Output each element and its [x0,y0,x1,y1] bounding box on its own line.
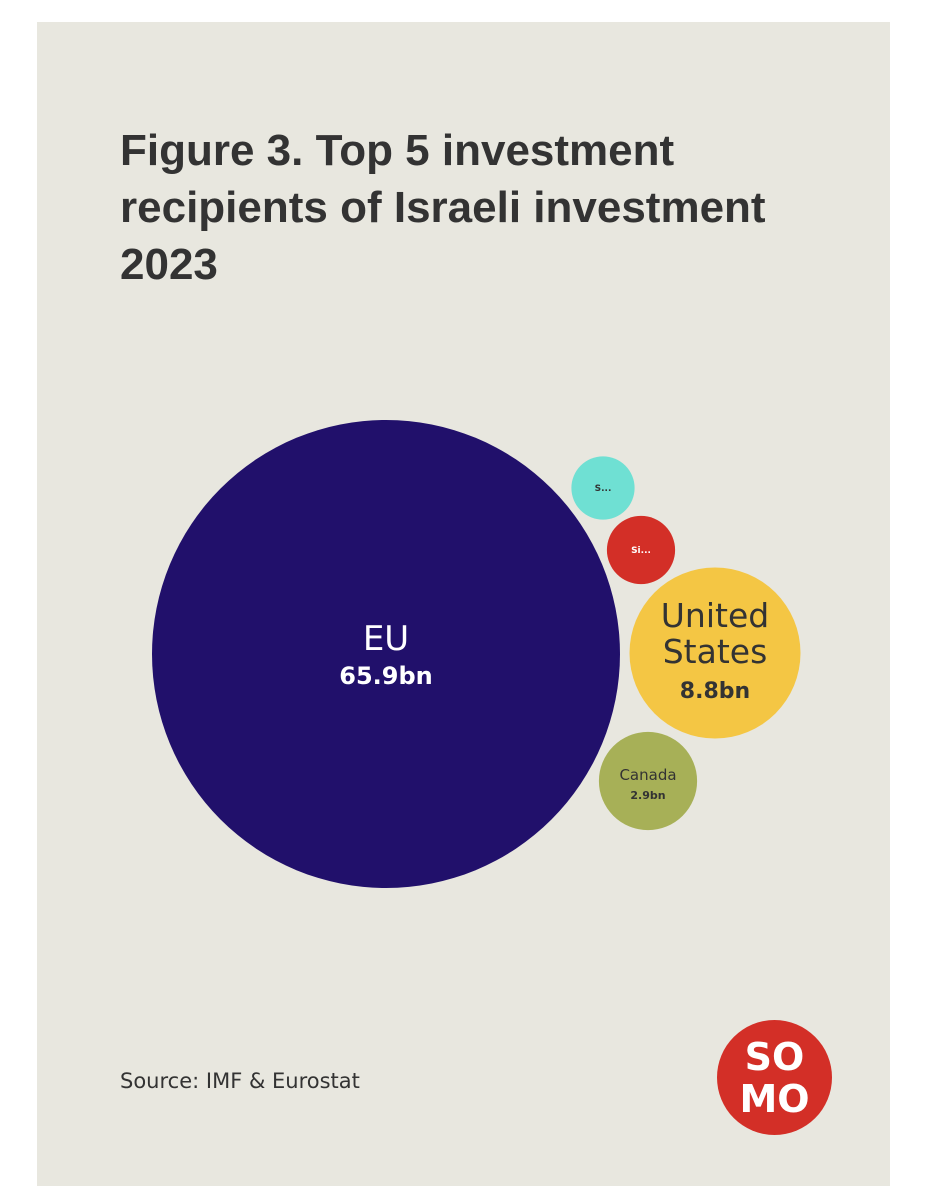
bubble-eu-value: 65.9bn [339,662,432,690]
figure-card: Figure 3. Top 5 investment recipients of… [37,22,890,1186]
bubble-canada-circle [598,731,698,831]
bubble-united-states-circle [629,567,801,739]
somo-logo-line2: MO [739,1077,809,1121]
bubble-canada: Canada 2.9bn [598,731,698,831]
source-note: Source: IMF & Eurostat [120,1069,360,1093]
somo-logo: SO MO [717,1020,832,1135]
bubble-eu-label: EU [363,619,409,659]
bubble-si-label: Si... [631,546,651,556]
bubble-canada-value: 2.9bn [630,789,665,802]
bubble-united-states-value: 8.8bn [680,679,750,704]
bubble-si-circle [606,515,676,585]
bubble-si: Si... [606,515,676,585]
somo-logo-circle [717,1020,832,1135]
bubble-s-label: S... [595,484,612,494]
chart-title: Figure 3. Top 5 investment recipients of… [120,126,766,289]
bubble-united-states: United States 8.8bn [629,567,801,739]
bubble-chart: EU 65.9bn United States 8.8bn Canada 2.9… [152,420,801,888]
somo-logo-line1: SO [745,1035,805,1079]
bubble-eu: EU 65.9bn [152,420,620,888]
bubble-united-states-label-line1: United [661,596,769,635]
bubble-canada-label: Canada [619,766,676,784]
bubble-united-states-label-line2: States [663,632,768,671]
bubble-s-circle [571,456,635,520]
bubble-s: S... [571,456,635,520]
bubble-eu-circle [152,420,620,888]
